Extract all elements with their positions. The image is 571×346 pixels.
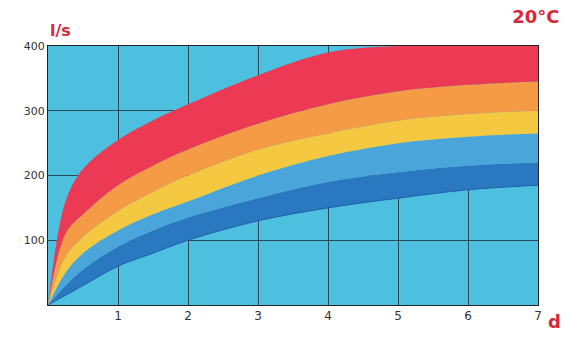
- svg-text:6: 6: [464, 309, 472, 323]
- svg-text:20°C: 20°C: [512, 6, 559, 27]
- svg-text:3: 3: [254, 309, 262, 323]
- svg-text:200: 200: [24, 169, 45, 182]
- svg-text:300: 300: [24, 105, 45, 118]
- svg-text:l/s: l/s: [50, 21, 71, 40]
- svg-text:400: 400: [24, 40, 45, 53]
- svg-text:100: 100: [24, 234, 45, 247]
- svg-text:1: 1: [114, 309, 122, 323]
- svg-text:4: 4: [324, 309, 332, 323]
- svg-text:2: 2: [184, 309, 192, 323]
- svg-text:7: 7: [534, 309, 542, 323]
- svg-text:d: d: [548, 311, 561, 332]
- svg-text:5: 5: [394, 309, 402, 323]
